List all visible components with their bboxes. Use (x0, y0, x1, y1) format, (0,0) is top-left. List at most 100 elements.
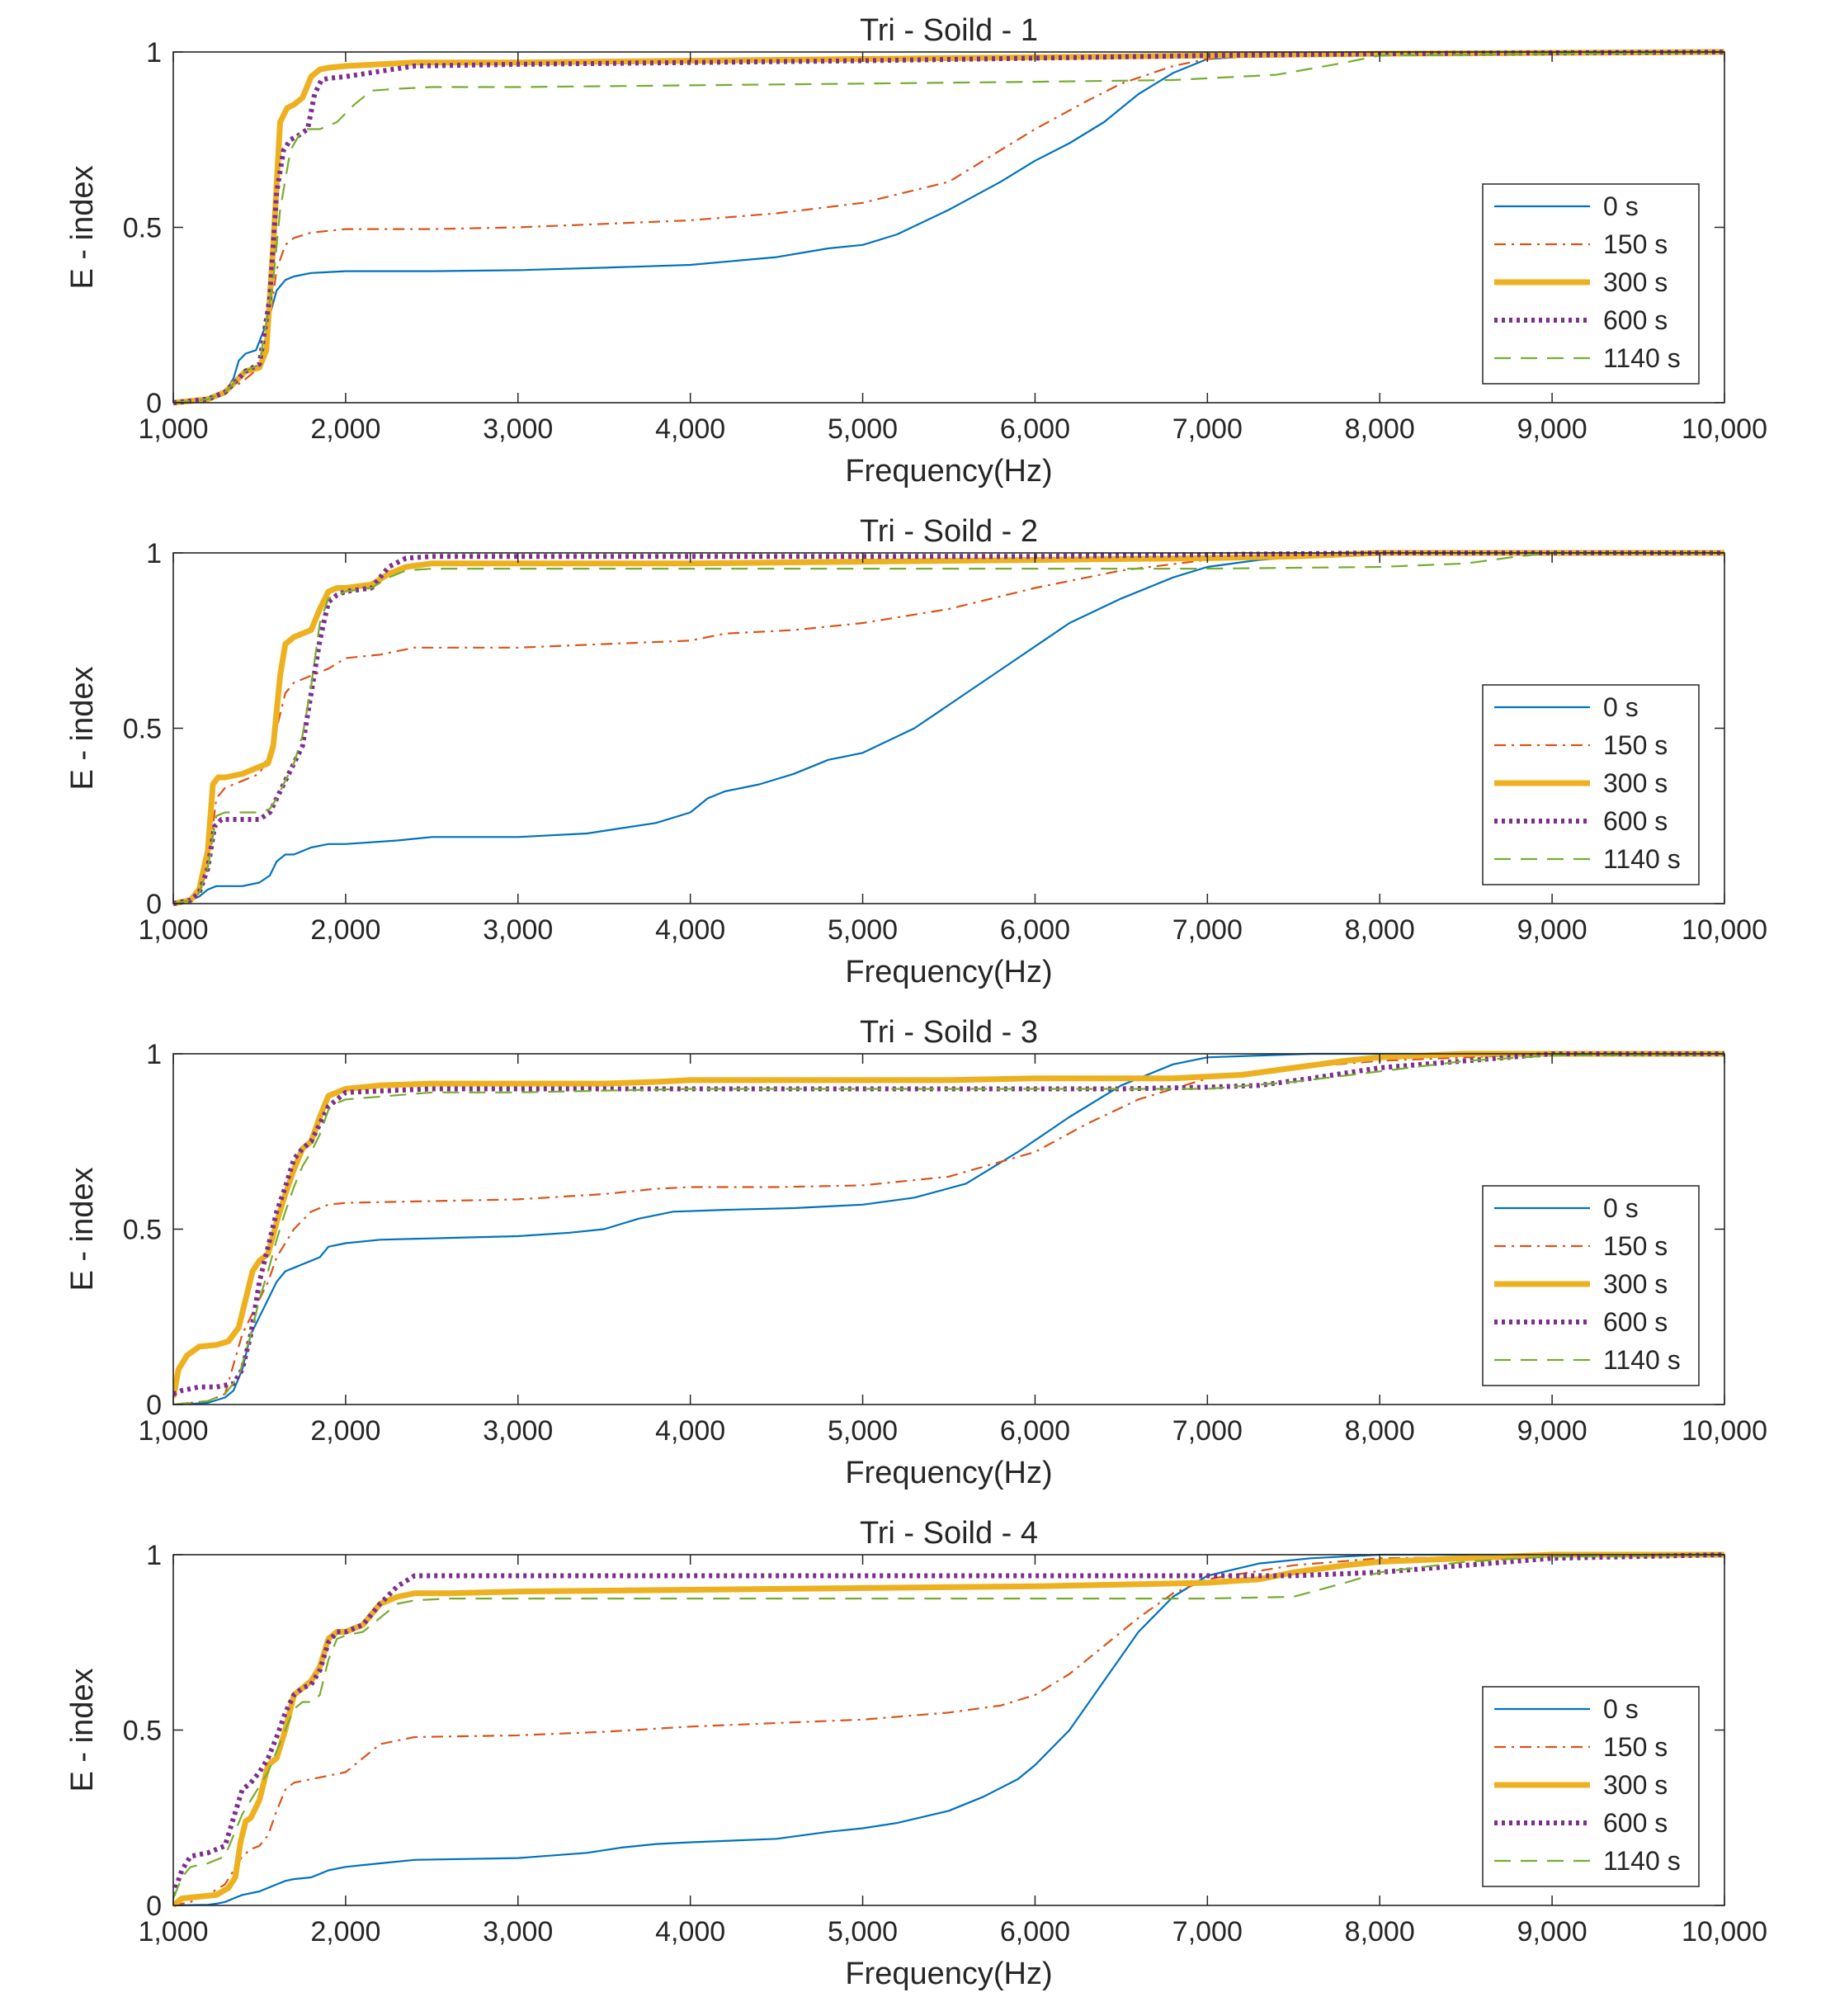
x-tick-label: 7,000 (1172, 914, 1243, 946)
x-tick-label: 3,000 (483, 914, 553, 946)
x-tick-label: 8,000 (1345, 413, 1415, 445)
y-tick-label: 1 (146, 1039, 162, 1070)
series-line-1140s (173, 50, 1724, 404)
x-tick-label: 10,000 (1682, 1916, 1767, 1948)
series-line-150s (173, 551, 1724, 905)
y-axis-label: E - index (65, 667, 100, 791)
legend-label: 1140 s (1603, 844, 1681, 874)
series-line-0s (173, 1052, 1724, 1406)
chart-title: Tri - Soild - 1 (860, 13, 1038, 48)
y-tick-label: 0.5 (123, 714, 162, 745)
x-tick-label: 3,000 (483, 413, 553, 445)
legend-label: 150 s (1603, 1732, 1668, 1762)
chart-panel-1: 1,000 2,000 3,000 4,000 5,000 6,000 7,000 8,000… (65, 13, 1767, 489)
series-line-300s (173, 1551, 1724, 1908)
y-tick-label: 0 (146, 1390, 162, 1421)
x-tick-label: 6,000 (1000, 413, 1070, 445)
legend-label: 0 s (1603, 1694, 1639, 1724)
legend: 0 s 150 s 300 s 600 s 1140 s (1482, 1686, 1700, 1887)
legend-label: 600 s (1603, 1307, 1668, 1337)
x-tick-label: 5,000 (828, 914, 898, 946)
series-line-150s (173, 1052, 1724, 1406)
legend-label: 1140 s (1603, 1345, 1681, 1375)
x-tick-label: 5,000 (828, 1916, 898, 1948)
chart-panel-2: 1,000 2,000 3,000 4,000 5,000 6,000 7,000 8,000… (65, 514, 1767, 989)
legend-label: 150 s (1603, 1231, 1668, 1261)
x-tick-label: 8,000 (1345, 1415, 1415, 1447)
y-axis-label: E - index (65, 166, 100, 290)
x-tick-label: 1,000 (138, 914, 208, 946)
legend-label: 150 s (1603, 730, 1668, 760)
plot-area (173, 52, 1724, 403)
x-tick-label: 7,000 (1172, 1916, 1243, 1948)
legend-label: 600 s (1603, 1808, 1668, 1838)
x-tick-label: 4,000 (655, 1916, 725, 1948)
series-line-1140s (173, 551, 1724, 905)
x-tick-label: 1,000 (138, 1916, 208, 1948)
x-tick-label: 5,000 (828, 413, 898, 445)
series-line-600s (173, 550, 1724, 906)
x-tick-label: 2,000 (310, 1415, 380, 1447)
x-axis-label: Frequency(Hz) (845, 1456, 1052, 1490)
y-tick-label: 0.5 (123, 1716, 162, 1747)
x-tick-label: 2,000 (310, 914, 380, 946)
legend: 0 s 150 s 300 s 600 s 1140 s (1482, 684, 1700, 885)
x-tick-label: 2,000 (310, 413, 380, 445)
chart-panel-4: 1,000 2,000 3,000 4,000 5,000 6,000 7,000 8,000… (65, 1516, 1767, 1991)
x-tick-label: 7,000 (1172, 1415, 1243, 1447)
y-tick-label: 1 (146, 1540, 162, 1571)
legend-label: 300 s (1603, 1770, 1668, 1800)
x-tick-label: 6,000 (1000, 914, 1070, 946)
series-line-0s (173, 551, 1724, 905)
series-line-0s (173, 1553, 1724, 1907)
series-line-150s (173, 1553, 1724, 1907)
legend-label: 600 s (1603, 305, 1668, 335)
series-line-300s (173, 1050, 1724, 1399)
plot-area (173, 1555, 1724, 1905)
x-tick-label: 3,000 (483, 1916, 553, 1948)
legend-label: 1140 s (1603, 1846, 1681, 1876)
legend-label: 300 s (1603, 1269, 1668, 1299)
x-tick-label: 9,000 (1517, 413, 1587, 445)
legend-label: 0 s (1603, 191, 1639, 221)
y-tick-label: 1 (146, 538, 162, 569)
chart-panel-3: 1,000 2,000 3,000 4,000 5,000 6,000 7,000 8,000… (65, 1015, 1767, 1490)
series-line-150s (173, 50, 1724, 404)
x-tick-label: 8,000 (1345, 914, 1415, 946)
series-line-1140s (173, 1553, 1724, 1899)
x-tick-label: 9,000 (1517, 1916, 1587, 1948)
y-tick-label: 0 (146, 388, 162, 419)
x-tick-label: 5,000 (828, 1415, 898, 1447)
x-axis-label: Frequency(Hz) (845, 955, 1052, 989)
x-tick-label: 10,000 (1682, 1415, 1767, 1447)
series-line-600s (173, 50, 1724, 405)
x-tick-label: 4,000 (655, 413, 725, 445)
y-axis-label: E - index (65, 1168, 100, 1291)
plot-area (173, 553, 1724, 904)
x-tick-label: 4,000 (655, 1415, 725, 1447)
chart-title: Tri - Soild - 3 (860, 1015, 1038, 1050)
legend-label: 150 s (1603, 229, 1668, 259)
legend-label: 600 s (1603, 806, 1668, 836)
series-line-0s (173, 50, 1724, 404)
y-tick-label: 0.5 (123, 1215, 162, 1246)
x-tick-label: 9,000 (1517, 914, 1587, 946)
x-tick-label: 4,000 (655, 914, 725, 946)
y-axis-label: E - index (65, 1669, 100, 1792)
x-tick-label: 2,000 (310, 1916, 380, 1948)
y-tick-label: 0 (146, 1891, 162, 1922)
x-tick-label: 6,000 (1000, 1916, 1070, 1948)
legend-label: 300 s (1603, 267, 1668, 297)
x-tick-label: 8,000 (1345, 1916, 1415, 1948)
plot-area (173, 1054, 1724, 1405)
x-tick-label: 10,000 (1682, 914, 1767, 946)
x-tick-label: 6,000 (1000, 1415, 1070, 1447)
x-tick-label: 10,000 (1682, 413, 1767, 445)
chart-title: Tri - Soild - 2 (860, 514, 1038, 549)
chart-title: Tri - Soild - 4 (860, 1516, 1038, 1551)
x-axis-label: Frequency(Hz) (845, 1957, 1052, 1991)
legend-label: 300 s (1603, 768, 1668, 798)
series-line-1140s (173, 1052, 1724, 1406)
series-line-600s (173, 1552, 1724, 1896)
